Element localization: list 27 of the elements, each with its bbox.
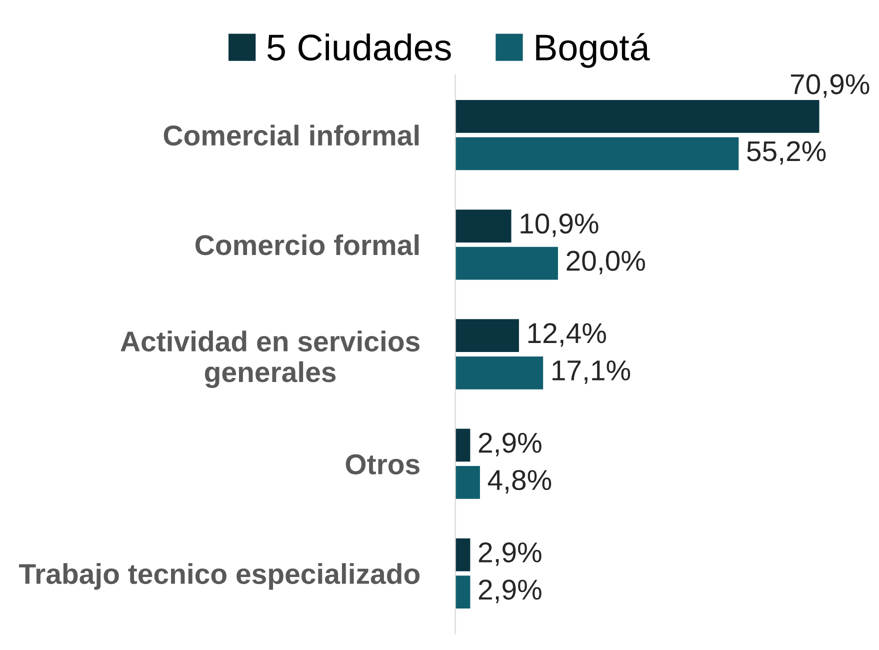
data-label: 20,0% xyxy=(566,250,645,274)
bar xyxy=(455,319,519,352)
data-label: 2,9% xyxy=(478,432,542,456)
y-tick-label: Actividad en servicios generales xyxy=(120,330,420,388)
data-label: 4,8% xyxy=(488,470,552,494)
bar xyxy=(455,137,739,170)
data-label: 10,9% xyxy=(520,213,598,238)
bar xyxy=(455,100,820,133)
data-label: 2,9% xyxy=(478,542,542,566)
bar xyxy=(455,466,480,499)
y-tick-label: Otros xyxy=(346,454,420,474)
data-label: 12,4% xyxy=(528,323,606,347)
data-label: 17,1% xyxy=(552,360,630,384)
data-label: 70,9% xyxy=(790,74,870,98)
bar xyxy=(455,210,512,242)
y-tick-label: Comercial informal xyxy=(164,124,419,146)
legend-label: Bogotá xyxy=(536,33,650,68)
data-label: 55,2% xyxy=(747,141,826,165)
data-label: 2,9% xyxy=(478,580,542,604)
bar xyxy=(455,356,544,390)
bar xyxy=(455,538,470,572)
legend-label: 5 Ciudades xyxy=(267,34,451,61)
y-tick-label: Trabajo tecnico especializado xyxy=(19,563,420,590)
y-tick-label: Comercio formal xyxy=(196,234,419,256)
bar xyxy=(455,576,470,609)
bar xyxy=(455,246,558,280)
bar xyxy=(455,428,470,462)
